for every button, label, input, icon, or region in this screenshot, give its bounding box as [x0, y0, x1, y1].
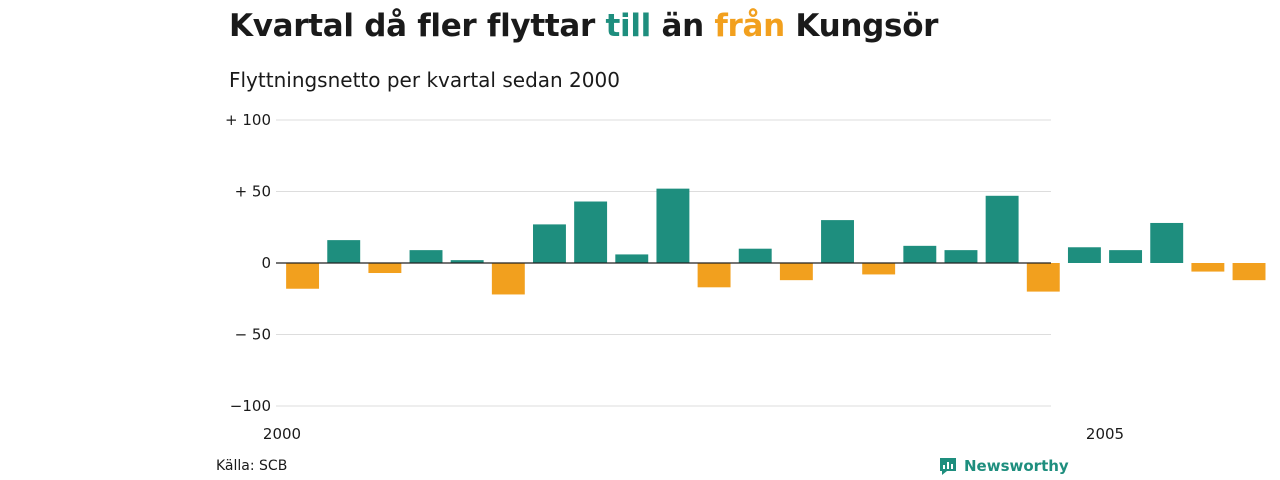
bar — [450, 260, 484, 263]
y-tick-label: − 50 — [235, 326, 271, 344]
bar — [656, 188, 690, 263]
x-tick-label: 2000 — [263, 425, 301, 443]
bar — [903, 245, 937, 263]
bar — [491, 263, 525, 295]
bar — [286, 263, 320, 289]
bar — [409, 250, 443, 263]
bar — [533, 224, 566, 263]
bar — [821, 220, 854, 263]
title-part-2: än — [650, 8, 715, 44]
bar — [1150, 222, 1184, 263]
bar — [1232, 263, 1266, 281]
bar — [1026, 263, 1060, 292]
bar — [327, 240, 361, 263]
bar — [1191, 263, 1225, 272]
bar — [944, 250, 978, 263]
brand-name: Newsworthy — [964, 457, 1069, 475]
bars — [286, 188, 1266, 295]
brand-logo: Newsworthy — [938, 456, 1069, 476]
title-part-3: Kungsör — [784, 8, 939, 44]
y-axis-ticks: + 100 + 50 0 − 50 −100 — [225, 111, 271, 415]
y-tick-label: + 50 — [235, 183, 271, 201]
bar — [985, 195, 1019, 263]
bar — [615, 254, 649, 263]
bar — [1067, 247, 1101, 263]
x-tick-label: 2005 — [1086, 425, 1124, 443]
title-part-1: Kvartal då fler flyttar — [229, 8, 606, 44]
newsworthy-icon — [940, 458, 956, 475]
y-tick-label: + 100 — [225, 111, 271, 129]
bar — [1109, 250, 1143, 263]
bar — [779, 263, 813, 281]
bar — [862, 263, 896, 275]
bar — [738, 248, 772, 263]
bar — [697, 263, 731, 288]
bar — [574, 201, 608, 263]
y-tick-label: 0 — [261, 254, 271, 272]
chart-title: Kvartal då fler flyttar till än från Kun… — [229, 8, 938, 44]
title-word-out: från — [714, 8, 785, 44]
title-word-in: till — [605, 8, 651, 44]
bar — [368, 263, 402, 274]
x-axis-ticks: 20002005201020152020 — [263, 425, 1124, 443]
source-label: Källa: SCB — [216, 458, 288, 474]
y-tick-label: −100 — [230, 397, 271, 415]
chart-subtitle: Flyttningsnetto per kvartal sedan 2000 — [229, 68, 620, 92]
